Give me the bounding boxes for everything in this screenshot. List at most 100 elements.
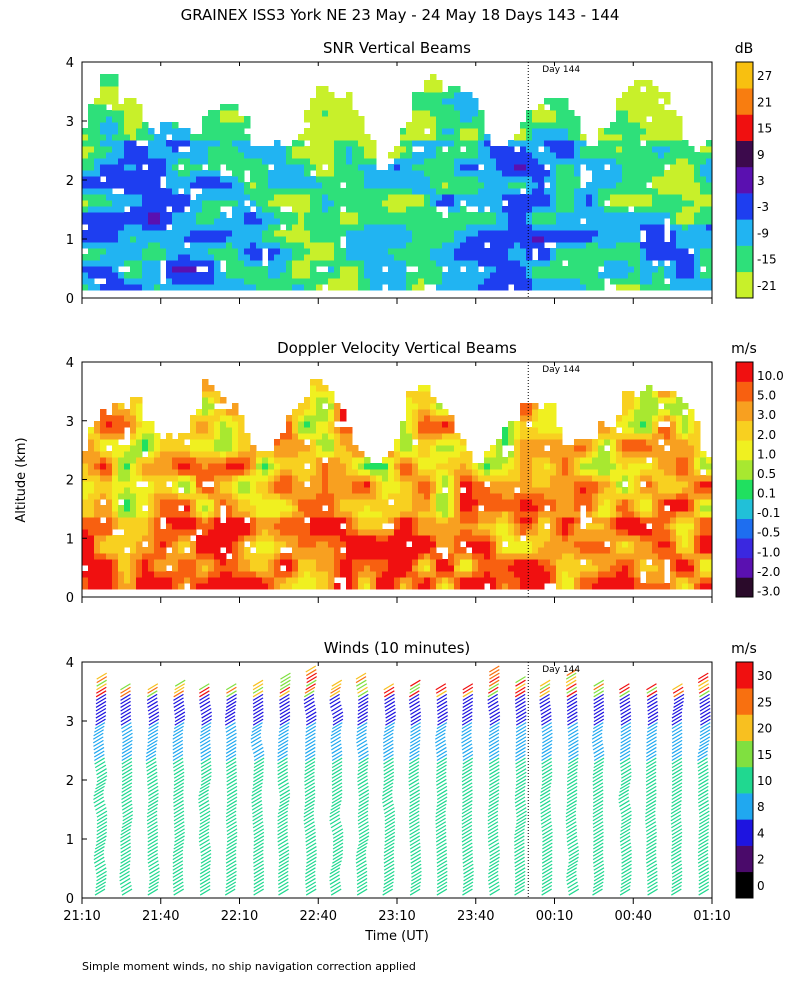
colorbar-label: -15 bbox=[757, 253, 777, 267]
figure-title: GRAINEX ISS3 York NE 23 May - 24 May 18 … bbox=[181, 6, 620, 24]
colorbar-swatch bbox=[736, 577, 753, 598]
colorbar-swatch bbox=[736, 401, 753, 422]
colorbar-swatch bbox=[736, 140, 753, 168]
colorbar-label: 25 bbox=[757, 695, 772, 709]
panel-title: Doppler Velocity Vertical Beams bbox=[277, 339, 517, 357]
colorbar-label: -2.0 bbox=[757, 565, 780, 579]
x-axis-label: Time (UT) bbox=[364, 929, 429, 944]
y-tick-label: 2 bbox=[66, 174, 74, 189]
colorbar-units: dB bbox=[735, 41, 754, 57]
y-tick-label: 3 bbox=[66, 115, 74, 130]
y-tick-label: 1 bbox=[66, 233, 74, 248]
heatmap-field bbox=[82, 74, 713, 291]
colorbar-swatch bbox=[736, 193, 753, 220]
colorbar-frame bbox=[735, 361, 754, 598]
colorbar-swatch bbox=[736, 219, 753, 246]
y-tick-label: 2 bbox=[66, 474, 74, 489]
panel-title: Winds (10 minutes) bbox=[324, 639, 471, 657]
velocity-panel: Doppler Velocity Vertical Beams 0 1 2 3 4 Day … bbox=[66, 339, 784, 606]
colorbar-swatch bbox=[736, 766, 753, 794]
y-tick-label: 4 bbox=[66, 56, 74, 71]
colorbar-swatch bbox=[736, 871, 753, 899]
x-tick-label: 00:10 bbox=[536, 909, 573, 924]
colorbar-swatch bbox=[736, 381, 753, 402]
y-tick-label: 1 bbox=[66, 532, 74, 547]
x-tick-label: 22:40 bbox=[300, 909, 337, 924]
colorbar-swatch bbox=[736, 845, 753, 873]
colorbar-swatch bbox=[736, 271, 753, 299]
colorbar-label: 9 bbox=[757, 148, 765, 162]
heatmap-field bbox=[82, 379, 713, 590]
y-tick-label: 4 bbox=[66, 356, 74, 371]
colorbar-swatch bbox=[736, 88, 753, 115]
colorbar-swatch bbox=[736, 362, 753, 382]
y-tick-label: 1 bbox=[66, 833, 74, 848]
colorbar-label: 2 bbox=[757, 853, 765, 867]
day-marker-label: Day 144 bbox=[542, 665, 580, 675]
wind-barbs bbox=[92, 665, 711, 896]
x-tick-label: 23:40 bbox=[457, 909, 494, 924]
y-tick-label: 3 bbox=[66, 715, 74, 730]
colorbar-label: 3 bbox=[757, 174, 765, 188]
colorbar-swatch bbox=[736, 245, 753, 273]
colorbar-label: -3 bbox=[757, 200, 769, 214]
colorbar-frame bbox=[735, 661, 754, 899]
colorbar-label: -0.1 bbox=[757, 506, 780, 520]
y-tick-label: 2 bbox=[66, 774, 74, 789]
colorbar-label: 0.5 bbox=[757, 467, 776, 481]
colorbar-swatch bbox=[736, 538, 753, 559]
y-tick-label: 0 bbox=[66, 292, 74, 307]
y-tick-label: 3 bbox=[66, 415, 74, 430]
colorbar-label: 2.0 bbox=[757, 428, 776, 442]
colorbar-label: 27 bbox=[757, 69, 772, 83]
colorbar-label: -0.5 bbox=[757, 526, 780, 540]
x-tick-label: 21:40 bbox=[142, 909, 179, 924]
colorbar-label: 15 bbox=[757, 748, 772, 762]
colorbar-swatch bbox=[736, 479, 753, 500]
colorbar: 10.0 5.0 3.0 2.0 1.0 0.5 0.1 -0.1 -0.5 -1.0 -2.0 -3… bbox=[735, 361, 784, 598]
colorbar: -21 -15 -9 -3 3 9 15 21 27 bbox=[735, 61, 777, 299]
colorbar-swatch bbox=[736, 688, 753, 715]
colorbar-frame bbox=[735, 61, 754, 299]
colorbar-units: m/s bbox=[731, 341, 757, 357]
colorbar-units: m/s bbox=[731, 641, 757, 657]
colorbar-swatch bbox=[736, 518, 753, 539]
snr-panel: SNR Vertical Beams 0 1 2 3 4 Day 144 -21 -15 -9 -3… bbox=[66, 39, 777, 307]
colorbar-label: 1.0 bbox=[757, 447, 776, 461]
colorbar-swatch bbox=[736, 459, 753, 480]
colorbar-swatch bbox=[736, 740, 753, 768]
colorbar-label: 0 bbox=[757, 879, 765, 893]
colorbar-label: -21 bbox=[757, 279, 777, 293]
colorbar-label: -9 bbox=[757, 226, 769, 240]
x-tick-label: 22:10 bbox=[221, 909, 258, 924]
colorbar-swatch bbox=[736, 440, 753, 461]
colorbar-label: 5.0 bbox=[757, 389, 776, 403]
y-tick-label: 4 bbox=[66, 656, 74, 671]
colorbar-label: 21 bbox=[757, 95, 772, 109]
colorbar-swatch bbox=[736, 166, 753, 194]
x-tick-label: 00:40 bbox=[615, 909, 652, 924]
y-tick-label: 0 bbox=[66, 892, 74, 907]
colorbar-label: 20 bbox=[757, 722, 772, 736]
colorbar-swatch bbox=[736, 714, 753, 741]
colorbar-swatch bbox=[736, 793, 753, 820]
colorbar-label: 30 bbox=[757, 669, 772, 683]
colorbar-swatch bbox=[736, 819, 753, 846]
colorbar: 0 2 4 8 10 15 20 25 30 bbox=[735, 661, 772, 899]
colorbar-swatch bbox=[736, 557, 753, 578]
colorbar-label: 4 bbox=[757, 826, 765, 840]
colorbar-label: -1.0 bbox=[757, 545, 780, 559]
colorbar-label: 10.0 bbox=[757, 369, 784, 383]
colorbar-label: 10 bbox=[757, 774, 772, 788]
colorbar-label: -3.0 bbox=[757, 584, 780, 598]
x-tick-label: 23:10 bbox=[378, 909, 415, 924]
colorbar-swatch bbox=[736, 420, 753, 441]
colorbar-swatch bbox=[736, 499, 753, 519]
colorbar-label: 8 bbox=[757, 800, 765, 814]
day-marker-label: Day 144 bbox=[542, 65, 580, 75]
colorbar-label: 15 bbox=[757, 122, 772, 136]
panel-title: SNR Vertical Beams bbox=[323, 39, 471, 57]
y-tick-label: 0 bbox=[66, 591, 74, 606]
x-tick-label: 21:10 bbox=[63, 909, 100, 924]
